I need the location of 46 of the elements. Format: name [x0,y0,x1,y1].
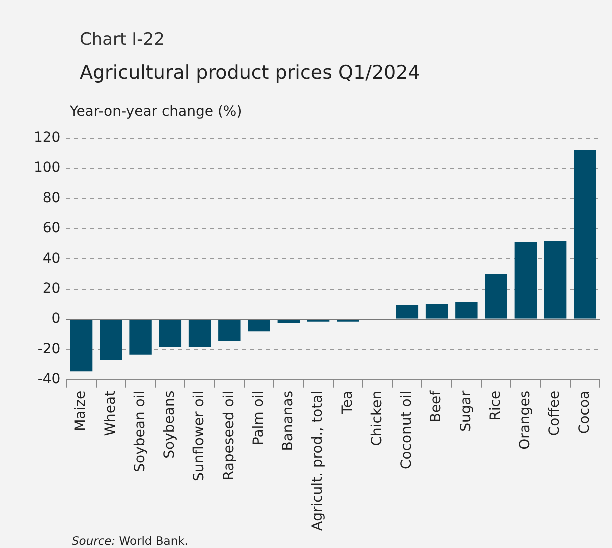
chart-subtitle: Chart I-22 [80,30,165,50]
y-tick-label: 60 [42,220,61,237]
x-tick-label: Bananas [280,390,297,452]
x-tick-label: Wheat [102,390,119,436]
bar [514,242,538,319]
x-tick-label: Sunflower oil [192,390,208,482]
x-tick-label: Beef [428,390,445,423]
bar [456,302,478,319]
bar [278,320,300,323]
bar [544,241,567,319]
bar [70,320,93,372]
x-tick-label: Soybeans [162,390,178,459]
bar [188,320,212,348]
x-tick-label: Palm oil [250,390,267,446]
x-tick-label: Maize [73,390,90,432]
bar [130,320,152,355]
x-tick-label: Cocoa [576,390,593,434]
bar [218,320,241,342]
source-note: Source: World Bank. [72,534,188,548]
y-tick-label: 120 [34,130,61,146]
y-tick-label: 80 [42,190,61,206]
bar [574,150,596,319]
y-tick-label: -20 [38,341,61,358]
bar [159,320,182,348]
y-tick-label: 0 [52,311,61,328]
bar [248,320,270,332]
bar [426,304,448,319]
x-tick-label: Chicken [369,390,386,446]
x-tick-label: Coconut oil [399,390,416,470]
x-tick-label: Sugar [458,390,474,432]
y-tick-label: -40 [38,372,61,388]
x-tick-label: Rice [488,390,504,421]
x-tick-label: Coffee [547,390,564,436]
bar [100,320,122,360]
bar [485,274,508,319]
x-tick-label: Oranges [518,390,534,450]
y-tick-label: 40 [42,250,61,267]
y-axis-title: Year-on-year change (%) [70,104,242,120]
bar [396,305,419,319]
y-tick-label: 100 [34,160,61,176]
x-tick-label: Soybean oil [132,390,148,472]
y-tick-label: 20 [42,280,61,297]
x-tick-label: Agricult. prod., total [310,390,326,531]
x-tick-label: Rapeseed oil [221,390,238,481]
chart-title: Agricultural product prices Q1/2024 [80,62,420,84]
x-tick-label: Tea [340,390,356,416]
